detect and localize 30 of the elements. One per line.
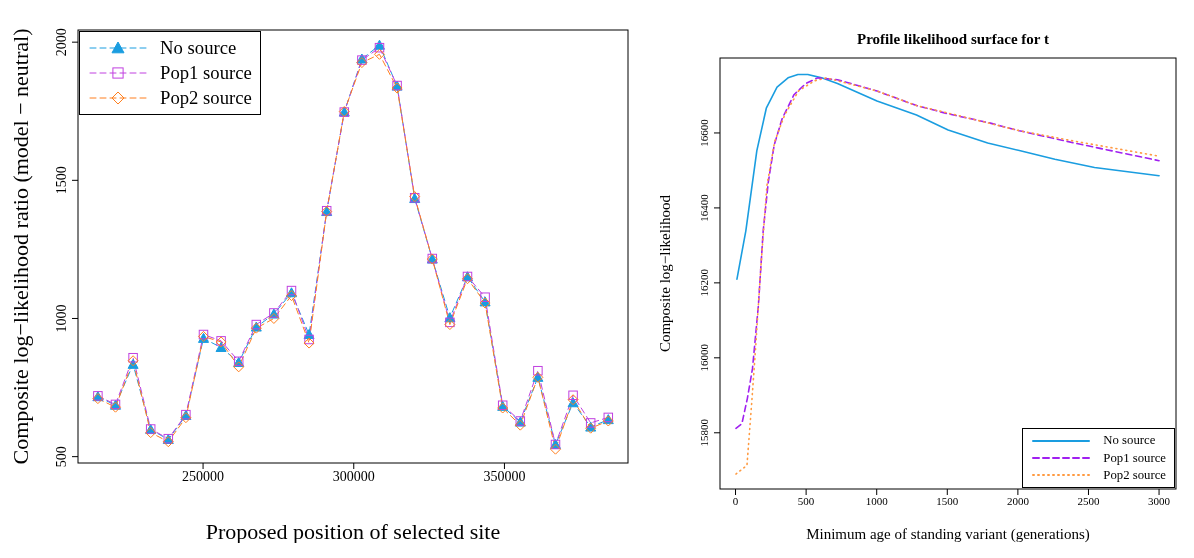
y-tick-label: 15800 xyxy=(698,418,710,447)
x-tick-label: 1000 xyxy=(865,494,889,507)
y-tick-label: 2000 xyxy=(54,28,69,57)
chart-title: Profile likelihood surface for t xyxy=(856,30,1050,48)
x-tick-label: 350000 xyxy=(483,468,526,484)
legend-label: No source xyxy=(1103,432,1156,450)
y-tick-label: 500 xyxy=(54,446,69,468)
legend-label: Pop2 source xyxy=(1103,466,1166,484)
x-tick-label: 250000 xyxy=(182,468,225,484)
y-tick-label: 1500 xyxy=(54,166,69,195)
x-axis-title: Proposed position of selected site xyxy=(205,519,501,544)
legend-label: Pop1 source xyxy=(1103,449,1166,467)
y-tick-label: 16000 xyxy=(698,343,710,372)
x-tick-label: 500 xyxy=(797,494,815,507)
x-tick-label: 2000 xyxy=(1006,494,1030,507)
x-tick-label: 1500 xyxy=(936,494,959,507)
y-tick-label: 16600 xyxy=(698,118,710,147)
y-tick-label: 16400 xyxy=(698,193,710,222)
y-axis-title: Composite log−likelihood xyxy=(656,194,673,353)
y-tick-label: 1000 xyxy=(54,304,69,333)
legend-label: Pop2 source xyxy=(160,86,252,111)
legend-label: Pop1 source xyxy=(160,61,252,86)
x-tick-label: 3000 xyxy=(1148,494,1171,507)
legend-label: No source xyxy=(160,36,237,60)
x-tick-label: 0 xyxy=(732,494,739,507)
x-tick-label: 2500 xyxy=(1077,494,1100,507)
y-tick-label: 16200 xyxy=(698,268,710,297)
x-tick-label: 300000 xyxy=(332,468,375,484)
x-axis-title: Minimum age of standing variant (generations) xyxy=(806,526,1090,543)
y-axis-title: Composite log−likelihood ratio (model − neutral) xyxy=(7,28,33,465)
